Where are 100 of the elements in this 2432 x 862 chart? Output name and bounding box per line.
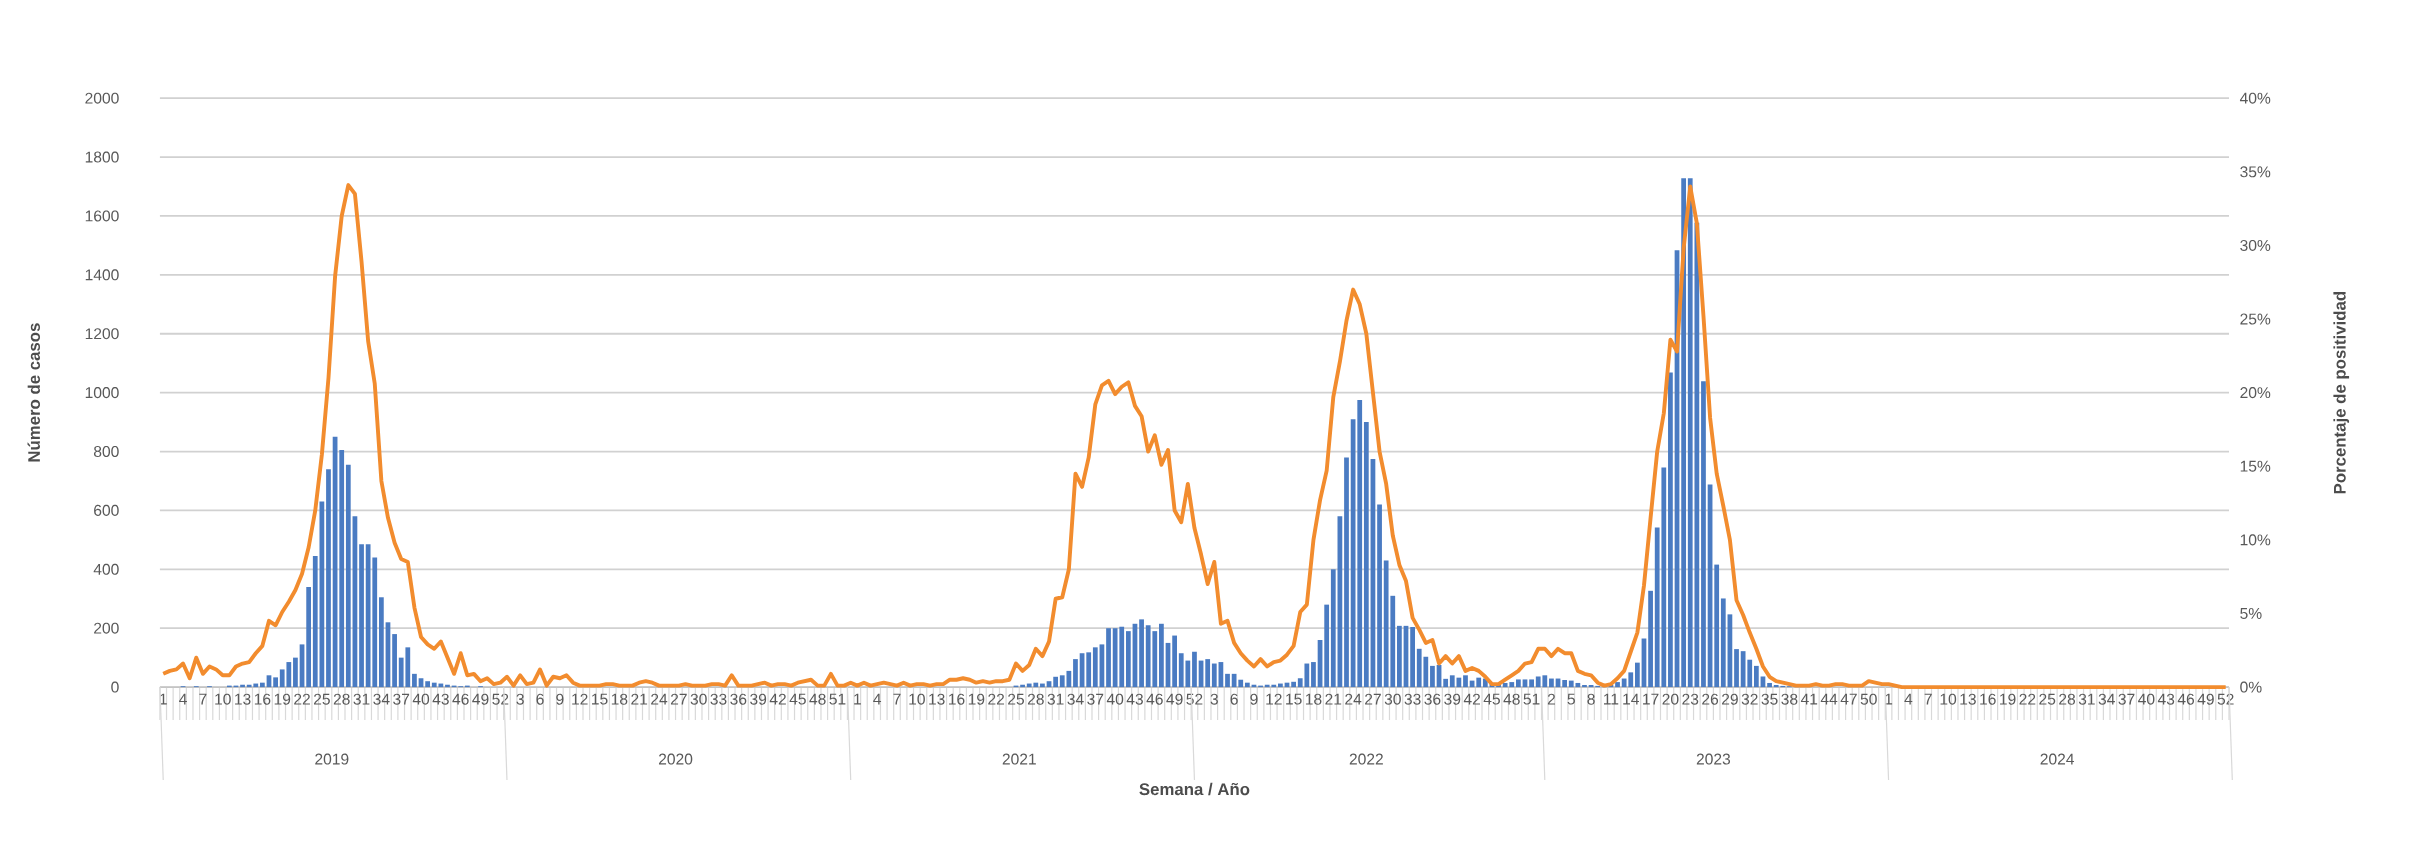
x-tick-label: 45	[1483, 693, 1500, 705]
x-tick-label: 4	[873, 693, 882, 705]
x-tick-label: 7	[1924, 693, 1932, 705]
x-tick-label: 28	[2059, 693, 2076, 705]
text: 2021	[1002, 753, 1036, 765]
x-tick-label: 30	[1384, 693, 1401, 705]
x-tick-label: 44	[1820, 693, 1838, 705]
x-tick-label: 25	[1008, 693, 1025, 705]
x-tick-label: 43	[2157, 693, 2175, 705]
x-tick-label: 18	[611, 693, 628, 705]
x-tick-label: 12	[572, 693, 588, 705]
x-tick-label: 16	[1980, 693, 1996, 705]
text: 2019	[315, 753, 349, 765]
x-tick-label: 13	[929, 693, 945, 705]
x-tick-label: 12	[1266, 693, 1282, 705]
y-tick-label: 1400	[85, 269, 119, 281]
x-tick-label: 19	[2000, 693, 2016, 705]
x-tick-label: 9	[556, 693, 564, 705]
y2-tick-label: 10%	[2240, 534, 2271, 546]
x-tick-label: 27	[1365, 693, 1381, 705]
x-tick-label: 4	[1904, 693, 1913, 705]
x-tick-label: 31	[2078, 693, 2095, 705]
y-tick-label: 1600	[85, 210, 119, 222]
x-tick-label: 1	[160, 693, 167, 705]
x-tick-label: 1	[854, 693, 861, 705]
x-tick-label: 8	[1587, 693, 1595, 705]
x-tick-label: 48	[1503, 693, 1520, 705]
x-tick-label: 42	[769, 693, 786, 705]
x-tick-label: 2	[1547, 693, 1555, 705]
x-tick-label: 36	[730, 693, 747, 705]
x-tick-label: 30	[690, 693, 707, 705]
y-tick-label: 800	[93, 445, 119, 458]
x-tick-label: 49	[2197, 693, 2214, 705]
x-tick-label: 19	[274, 693, 291, 705]
y2-tick-label: 40%	[2239, 92, 2271, 104]
x-tick-label: 22	[2019, 693, 2036, 705]
x-tick-label: 21	[1325, 693, 1342, 705]
x-tick-label: 31	[353, 693, 370, 705]
x-tick-label: 7	[199, 693, 207, 705]
y2-tick-label: 0%	[2240, 681, 2262, 693]
x-tick-label: 22	[988, 693, 1005, 705]
x-tick-label: 52	[1186, 693, 1203, 705]
x-tick-label: 24	[1345, 693, 1362, 705]
x-tick-label: 10	[1940, 693, 1957, 705]
y2-tick-label: 5%	[2240, 607, 2262, 619]
x-tick-label: 1	[1885, 693, 1893, 705]
x-tick-label: 20	[1662, 693, 1679, 705]
x-tick-label: 46	[2177, 693, 2195, 705]
x-tick-label: 10	[909, 693, 925, 705]
x-tick-label: 34	[2098, 693, 2115, 705]
x-tick-label: 42	[1463, 693, 1480, 705]
x-tick-label: 40	[1106, 693, 1124, 705]
x-tick-label: 39	[750, 693, 767, 705]
x-tick-label: 47	[1840, 693, 1857, 705]
x-tick-label: 7	[893, 693, 901, 705]
text: 2023	[1696, 753, 1731, 765]
y-tick-label: 400	[93, 563, 119, 575]
x-tick-label: 3	[1210, 693, 1218, 705]
y-tick-label: 1800	[85, 151, 119, 163]
x-tick-label: 13	[1960, 693, 1976, 705]
x-tick-label: 50	[1860, 693, 1877, 705]
x-tick-label: 25	[2039, 693, 2056, 705]
x-tick-label: 16	[254, 693, 271, 705]
x-tick-label: 14	[1623, 693, 1639, 705]
x-tick-label: 3	[516, 693, 524, 705]
x-tick-label: 25	[314, 693, 330, 705]
x-tick-label: 51	[1523, 693, 1540, 705]
x-tick-label: 37	[2118, 693, 2135, 705]
x-tick-label: 27	[670, 693, 687, 705]
x-tick-label: 22	[294, 693, 310, 705]
y-tick-label: 0	[111, 681, 119, 693]
x-tick-label: 43	[432, 693, 449, 705]
x-tick-label: 32	[1741, 693, 1758, 705]
x-tick-label: 29	[1722, 693, 1738, 705]
x-tick-label: 28	[333, 693, 350, 705]
x-tick-label: 5	[1567, 693, 1575, 705]
x-tick-label: 15	[1286, 693, 1302, 705]
x-tick-label: 17	[1643, 693, 1659, 705]
x-tick-label: 45	[789, 693, 806, 705]
x-tick-label: 21	[631, 693, 648, 705]
x-tick-label: 36	[1424, 693, 1441, 705]
x-axis-title: Semana / Año	[1139, 782, 1250, 796]
x-tick-label: 43	[1126, 693, 1143, 705]
x-tick-label: 16	[948, 693, 965, 705]
y2-tick-label: 15%	[2240, 460, 2271, 472]
y-tick-label: 200	[94, 622, 119, 634]
x-tick-label: 37	[393, 693, 410, 705]
x-tick-label: 52	[492, 693, 509, 705]
x-tick-label: 51	[829, 693, 846, 705]
y2-tick-label: 35%	[2240, 166, 2271, 178]
y2-tick-label: 30%	[2240, 239, 2271, 251]
y-axis-title: Número de casos	[27, 323, 40, 462]
x-tick-label: 38	[1781, 693, 1798, 705]
x-tick-label: 46	[452, 693, 469, 705]
x-tick-label: 35	[1761, 693, 1778, 705]
x-tick-label: 19	[968, 693, 985, 705]
x-tick-label: 31	[1047, 693, 1064, 705]
y-tick-label: 1200	[85, 328, 119, 340]
x-tick-label: 39	[1444, 693, 1461, 705]
x-tick-label: 40	[412, 693, 430, 705]
